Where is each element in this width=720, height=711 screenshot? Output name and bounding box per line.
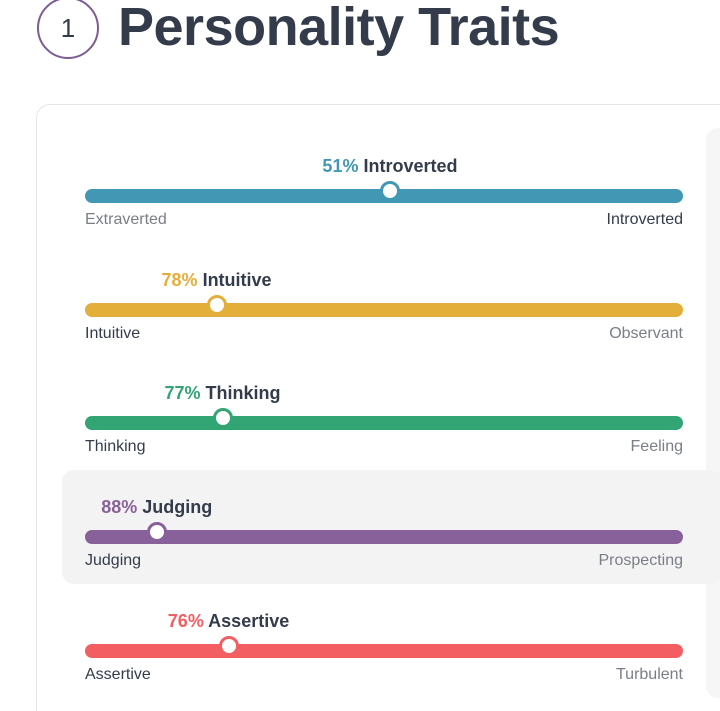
trait-name: Thinking: [205, 383, 281, 403]
trait-name: Intuitive: [202, 270, 272, 290]
trait-name: Judging: [142, 497, 213, 517]
trait-row-mind[interactable]: 78% Intuitive Intuitive Observant: [62, 243, 720, 357]
trait-name: Introverted: [363, 156, 458, 176]
trait-heading: 51% Introverted: [322, 156, 457, 177]
trait-left-label: Thinking: [85, 438, 146, 455]
trait-row-tactics[interactable]: 88% Judging Judging Prospecting: [62, 470, 720, 584]
trait-left-label: Assertive: [85, 666, 151, 683]
trait-knob: [379, 181, 400, 201]
trait-heading: 78% Intuitive: [162, 270, 272, 291]
trait-percent: 76%: [167, 611, 204, 631]
trait-left-label: Intuitive: [85, 325, 141, 342]
section-number-badge: 1: [37, 0, 99, 59]
trait-knob: [212, 408, 233, 428]
trait-bar: [85, 644, 683, 658]
trait-percent: 51%: [322, 156, 359, 176]
trait-right-label: Prospecting: [598, 552, 684, 569]
trait-left-label: Extraverted: [85, 211, 167, 228]
trait-percent: 88%: [101, 497, 138, 517]
trait-row-nature[interactable]: 77% Thinking Thinking Feeling: [62, 356, 720, 470]
trait-knob: [146, 522, 167, 542]
trait-percent: 77%: [164, 383, 201, 403]
trait-percent: 78%: [161, 270, 198, 290]
trait-row-energy[interactable]: 51% Introverted Extraverted Introverted: [62, 129, 720, 243]
trait-right-label: Turbulent: [616, 666, 683, 683]
trait-heading: 76% Assertive: [168, 611, 289, 632]
trait-bar: [85, 303, 683, 317]
trait-right-label: Feeling: [630, 438, 683, 455]
page-title: Personality Traits: [118, 0, 560, 57]
trait-bar: [85, 530, 683, 544]
trait-row-identity[interactable]: 76% Assertive Assertive Turbulent: [62, 584, 720, 698]
trait-knob: [206, 295, 227, 315]
trait-left-label: Judging: [85, 552, 142, 569]
trait-bar: [85, 416, 683, 430]
trait-name: Assertive: [208, 611, 290, 631]
trait-right-label: Observant: [609, 325, 683, 342]
trait-heading: 77% Thinking: [165, 383, 281, 404]
trait-heading: 88% Judging: [101, 497, 212, 518]
traits-card: [36, 104, 720, 711]
trait-knob: [218, 636, 239, 656]
trait-right-label: Introverted: [606, 211, 683, 228]
